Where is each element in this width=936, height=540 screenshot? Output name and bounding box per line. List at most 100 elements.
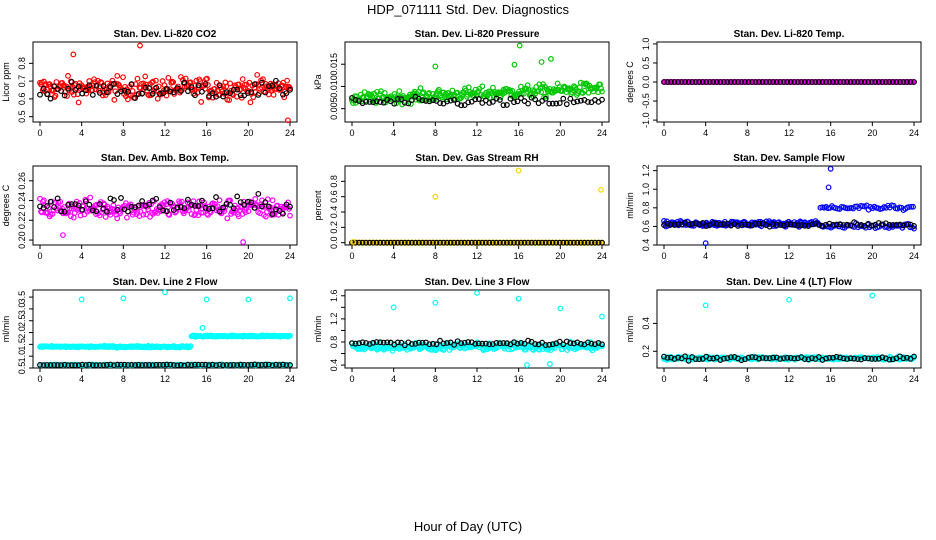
hourly-point <box>889 79 896 85</box>
hourly-point <box>770 79 777 85</box>
hourly-point <box>816 354 822 360</box>
y-tick-label: 0.6 <box>17 93 27 106</box>
panel-5: Stan. Dev. Gas Stream RH percent 0 4 8 12 16 20… <box>313 153 610 261</box>
hourly-point <box>780 355 787 362</box>
hourly-point <box>514 340 521 347</box>
hourly-point <box>408 239 415 246</box>
hourly-point <box>370 99 377 106</box>
x-tick-label: 0 <box>349 374 354 384</box>
hourly-point <box>104 361 110 368</box>
hourly-point <box>107 84 114 90</box>
hourly-point <box>206 206 212 212</box>
outlier-point <box>203 296 210 303</box>
data-point <box>538 89 545 96</box>
data-point <box>97 79 104 86</box>
hourly-point <box>149 90 156 97</box>
x-tick-label: 16 <box>514 128 524 138</box>
y-tick-label: 3.5 <box>17 291 27 304</box>
hourly-point <box>135 91 142 97</box>
y-tick-label: 1.0 <box>641 38 651 51</box>
hourly-point <box>904 79 910 85</box>
hourly-point <box>791 355 798 362</box>
y-tick-label: 0.5 <box>17 110 27 123</box>
hourly-point <box>118 88 124 95</box>
outlier-point <box>474 289 480 296</box>
hourly-point <box>192 92 198 99</box>
hourly-point <box>759 354 766 361</box>
hourly-point <box>58 362 65 369</box>
x-tick-label: 20 <box>243 374 253 384</box>
data-point <box>250 94 257 101</box>
hourly-point <box>486 341 493 348</box>
hourly-point <box>72 86 79 93</box>
hourly-point <box>223 200 230 207</box>
hourly-point <box>599 341 605 348</box>
hourly-point <box>458 340 465 347</box>
x-tick-label: 8 <box>745 374 750 384</box>
hourly-point <box>784 221 791 228</box>
hourly-point <box>177 204 184 210</box>
hourly-point <box>356 340 362 347</box>
hourly-point <box>61 92 68 99</box>
hourly-point <box>199 197 205 204</box>
data-point <box>235 81 242 88</box>
hourly-point <box>223 362 230 368</box>
hourly-point <box>93 208 100 215</box>
y-axis-label: degrees C <box>625 61 635 103</box>
data-point <box>49 211 56 217</box>
hourly-point <box>227 201 234 208</box>
hourly-point <box>216 361 223 368</box>
hourly-point <box>206 93 212 99</box>
y-axis-label: ml/min <box>1 316 11 343</box>
plot-frame <box>656 165 922 246</box>
hourly-point <box>440 239 447 246</box>
y-tick-label: 1.0 <box>641 183 651 196</box>
y-tick-label: 1.5 <box>17 338 27 351</box>
hourly-point <box>794 222 801 229</box>
hourly-point <box>433 239 440 246</box>
hourly-point <box>244 198 251 205</box>
outlier-point <box>524 362 530 369</box>
hourly-point <box>199 361 205 368</box>
hourly-point <box>188 362 195 368</box>
hourly-point <box>408 97 415 104</box>
hourly-point <box>752 79 759 85</box>
hourly-point <box>816 222 822 228</box>
hourly-point <box>451 239 458 246</box>
y-tick-label: 1.0 <box>17 350 27 363</box>
hourly-point <box>675 354 681 361</box>
hourly-point <box>121 361 128 368</box>
hourly-point <box>685 221 692 228</box>
hourly-point <box>47 95 54 102</box>
hourly-point <box>40 85 47 92</box>
hourly-point <box>780 79 787 85</box>
hourly-point <box>819 222 826 229</box>
data-point <box>396 88 403 95</box>
hourly-point <box>532 239 538 246</box>
hourly-point <box>577 340 584 347</box>
y-tick-label: 0.0 <box>641 76 651 89</box>
hourly-point <box>163 85 170 92</box>
hourly-point <box>75 83 82 90</box>
hourly-point <box>394 239 401 246</box>
hourly-point <box>717 357 724 363</box>
hourly-point <box>840 222 847 228</box>
outlier-point <box>599 313 605 320</box>
hourly-point <box>525 100 531 107</box>
y-tick-label: 0.010 <box>329 75 339 98</box>
data-point <box>543 93 549 100</box>
outlier-point <box>390 304 397 311</box>
outlier-point <box>538 59 545 65</box>
hourly-point <box>699 79 706 85</box>
hourly-point <box>486 100 493 106</box>
hourly-point <box>826 220 833 227</box>
panel-title: Stan. Dev. Li-820 Temp. <box>734 29 845 40</box>
plot-frame <box>344 165 610 246</box>
hourly-point <box>685 357 692 364</box>
hourly-point <box>500 239 507 246</box>
hourly-point <box>720 355 727 362</box>
hourly-point <box>549 341 556 348</box>
hourly-point <box>195 203 202 209</box>
hourly-point <box>93 82 100 89</box>
hourly-point <box>227 362 234 368</box>
